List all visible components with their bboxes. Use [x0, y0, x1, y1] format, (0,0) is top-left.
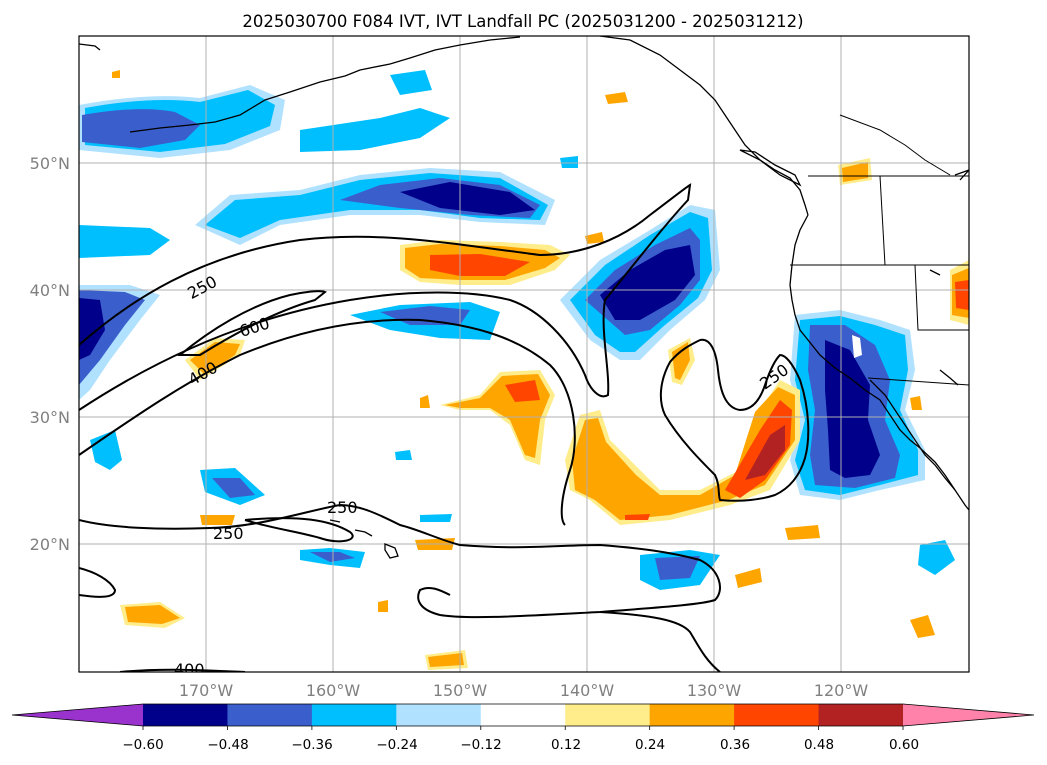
neg-anomaly-92w — [90, 430, 122, 470]
contour-label-250-hawaii-b: 250 — [213, 524, 244, 543]
ivt-contours — [79, 183, 810, 672]
pos-anomaly-south-edge-core — [428, 653, 464, 667]
contour-250-hawaii — [79, 503, 721, 619]
colorbar-segment — [311, 704, 397, 726]
pos-anomaly-central-inner — [505, 380, 540, 402]
coastline-east-edge — [929, 169, 969, 386]
lon-label: 140°W — [560, 681, 615, 700]
contour-southwest — [79, 567, 117, 598]
colorbar-tick-label: 0.12 — [551, 737, 581, 753]
neg-anomaly-47n-deep — [400, 182, 535, 215]
contour-250-outer-south — [79, 318, 576, 526]
neg-anomaly-small-3 — [420, 514, 452, 522]
colorbar-tick-label: 0.24 — [635, 737, 665, 753]
coastline-west-coast — [789, 214, 969, 511]
pos-anomaly-42n-inner — [430, 254, 530, 276]
coastlines — [79, 36, 969, 559]
neg-anomaly-south-138w-core — [655, 556, 700, 580]
pos-anomaly-small-a — [420, 395, 430, 408]
lat-label: 20°N — [30, 535, 70, 554]
neg-anomaly-west-42n — [79, 225, 170, 258]
map-frame — [78, 35, 970, 673]
pos-anomaly-arc-inner — [725, 400, 792, 498]
colorbar-tick-label: −0.60 — [122, 737, 163, 753]
lon-label: 120°W — [814, 681, 869, 700]
pos-anomaly-se-edge — [910, 615, 935, 638]
colorbar-segment — [227, 704, 313, 726]
coastline-alaska — [79, 36, 521, 133]
pos-anomaly-east-edge-inner — [955, 280, 969, 310]
contour-250-outer-north — [79, 183, 692, 411]
pos-anomaly-49n-coast-core — [842, 162, 868, 182]
colorbar-segment — [143, 704, 228, 726]
pos-anomaly-small-e — [910, 396, 922, 410]
map-panel: 250 600 400 250 250 250 400 — [78, 35, 970, 679]
lat-label: 40°N — [30, 281, 70, 300]
neg-anomaly-california-deep — [825, 340, 880, 478]
longitude-labels: 170°W 160°W 150°W 140°W 130°W 120°W — [179, 681, 869, 700]
colorbar-tick-label: 0.48 — [804, 737, 834, 753]
colorbar-segment — [818, 704, 904, 726]
contour-south-loop — [599, 611, 721, 672]
neg-anomaly-ne-pacific-deep — [600, 245, 695, 320]
map-title: 2025030700 F084 IVT, IVT Landfall PC (20… — [242, 12, 803, 31]
lon-label: 160°W — [306, 681, 361, 700]
pos-anomaly-small-c — [585, 232, 604, 244]
contour-label-400-bottom: 400 — [174, 660, 205, 679]
colorbar — [11, 703, 1035, 730]
colorbar-tick-label: −0.36 — [291, 737, 332, 753]
pos-anomaly-sw-core — [125, 605, 180, 624]
neg-anomaly-se — [918, 540, 955, 575]
pos-anomaly-south-123w — [785, 525, 820, 540]
colorbar-segment — [480, 704, 566, 726]
colorbar-segment — [734, 704, 820, 726]
lat-label: 30°N — [30, 408, 70, 427]
colorbar-segment — [396, 704, 482, 726]
lat-label: 50°N — [30, 154, 70, 173]
colorbar-extend-low — [12, 704, 143, 726]
pos-anomaly-south-127w — [735, 568, 762, 588]
coastline-alaska-panhandle — [599, 36, 809, 216]
contour-600 — [177, 290, 327, 356]
neg-anomaly-hawaii-w-core — [212, 478, 255, 498]
coastline-islands-vancouver — [739, 149, 802, 187]
pos-anomaly-small-f — [112, 70, 120, 78]
coastline-baja — [869, 379, 956, 491]
colorbar-segment — [565, 704, 651, 726]
neg-anomaly-alaska-inner — [82, 109, 200, 148]
pos-anomaly-small-b — [605, 92, 628, 104]
pos-anomaly-arc-south-red — [625, 514, 650, 520]
lon-label: 150°W — [433, 681, 488, 700]
colorbar-tick-label: −0.24 — [376, 737, 417, 753]
colorbar-tick-label: 0.60 — [889, 737, 919, 753]
contour-250-hawaii-inner — [244, 517, 354, 543]
neg-anomaly-west-edge-deep — [79, 298, 105, 360]
colorbar-tick-label: −0.12 — [460, 737, 501, 753]
pos-anomaly-130w-small-core — [672, 342, 690, 380]
contour-label-250-hawaii-a: 250 — [327, 498, 358, 517]
colorbar-extend-high — [903, 704, 1034, 726]
pos-anomaly-400-label-core — [190, 342, 240, 375]
pos-anomaly-arc-deep — [745, 425, 785, 480]
colorbar-ticks: −0.60 −0.48 −0.36 −0.24 −0.12 0.12 0.24 … — [122, 737, 919, 753]
political-borders — [790, 114, 969, 386]
neg-anomaly-small-2 — [395, 450, 412, 460]
contour-250-east-loop — [659, 338, 810, 502]
lon-label: 170°W — [179, 681, 234, 700]
colorbar-tick-label: −0.48 — [207, 737, 248, 753]
pos-anomaly-small-d — [378, 600, 388, 612]
neg-anomaly-alaska-east — [300, 108, 450, 152]
pos-anomaly-near-hawaii-2 — [200, 515, 235, 525]
coastline-hawaii — [329, 519, 399, 559]
lon-label: 130°W — [687, 681, 742, 700]
contour-400-bottom — [119, 668, 246, 672]
neg-anomaly-california-hole — [852, 335, 862, 358]
neg-anomaly-small-4 — [560, 156, 578, 168]
colorbar-tick-label: 0.36 — [720, 737, 750, 753]
latitude-labels: 50°N 40°N 30°N 20°N — [30, 154, 70, 554]
neg-anomaly-small-1 — [390, 70, 432, 95]
colorbar-segment — [649, 704, 735, 726]
